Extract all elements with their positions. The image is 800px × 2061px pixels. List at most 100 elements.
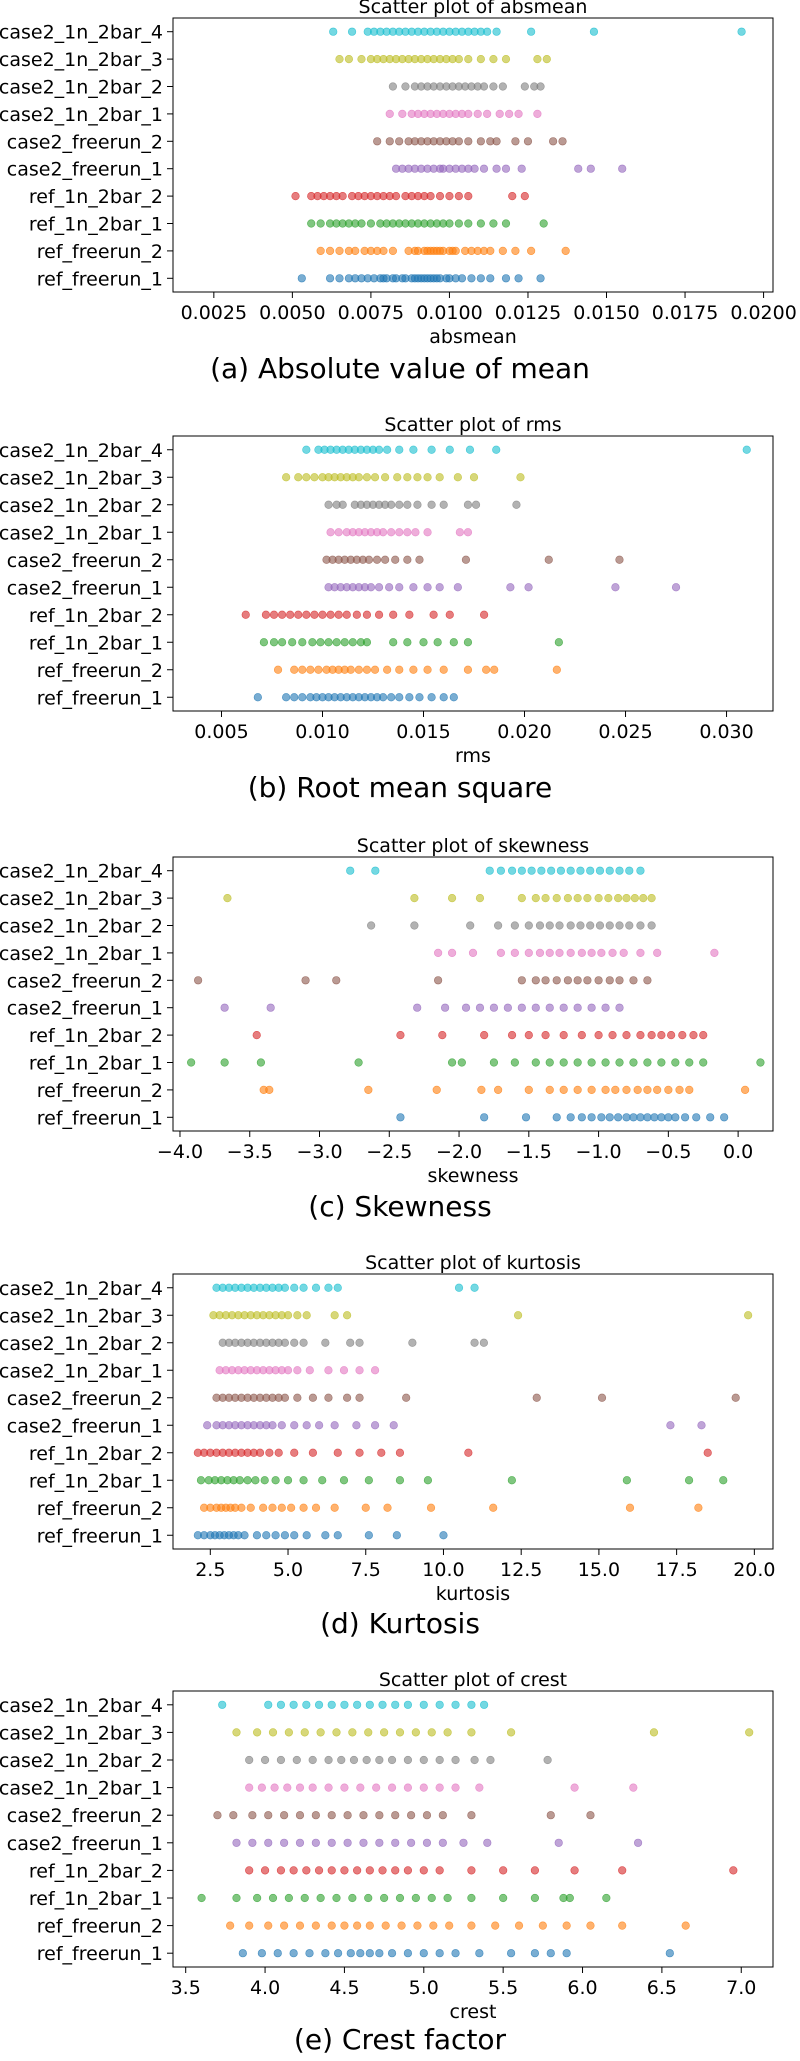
data-point — [187, 1058, 196, 1067]
data-point — [282, 473, 291, 482]
data-point — [388, 246, 397, 255]
data-point — [280, 1531, 290, 1540]
data-point — [265, 1085, 274, 1094]
data-point — [435, 1783, 444, 1792]
y-tick-label: ref_1n_2bar_2 — [29, 1025, 163, 1047]
data-point — [256, 1058, 266, 1067]
data-point — [552, 665, 561, 674]
data-point — [468, 948, 478, 958]
y-tick-label: ref_freerun_1 — [37, 687, 163, 709]
data-point — [573, 1058, 582, 1067]
data-point — [343, 1811, 352, 1820]
data-point — [636, 1113, 645, 1122]
data-point — [622, 1030, 631, 1040]
data-point — [657, 1113, 666, 1122]
data-point — [391, 1700, 400, 1709]
data-point — [391, 1866, 400, 1875]
data-point — [530, 1949, 540, 1958]
data-point — [483, 109, 492, 118]
data-point — [346, 1338, 355, 1347]
data-point — [332, 976, 341, 985]
data-point — [415, 555, 424, 564]
data-point — [302, 1700, 311, 1709]
data-point — [664, 1113, 673, 1122]
data-point — [629, 1113, 638, 1122]
data-point — [685, 1058, 694, 1067]
data-point — [514, 274, 523, 283]
data-point — [403, 1783, 413, 1792]
series-case2_1n_2bar_2 — [367, 921, 656, 930]
data-point — [327, 1866, 336, 1875]
data-point — [435, 583, 444, 592]
data-point — [503, 1003, 512, 1012]
data-point — [290, 1531, 299, 1540]
data-point — [439, 500, 448, 509]
data-point — [521, 1113, 531, 1122]
data-point — [290, 1338, 299, 1347]
data-point — [253, 693, 262, 702]
data-point — [307, 219, 316, 228]
data-point — [356, 1949, 365, 1958]
x-tick-label: −3.0 — [296, 1141, 342, 1163]
data-point — [295, 1811, 305, 1820]
data-point — [375, 1949, 384, 1958]
data-point — [530, 1893, 540, 1903]
data-point — [636, 1030, 645, 1040]
y-tick-label: case2_freerun_2 — [7, 970, 163, 992]
data-point — [419, 1866, 428, 1875]
data-point — [463, 665, 473, 674]
y-tick-label: case2_1n_2bar_1 — [0, 104, 163, 126]
data-point — [506, 583, 515, 592]
data-point — [280, 1921, 289, 1930]
data-point — [486, 1755, 495, 1765]
data-point — [365, 1866, 374, 1875]
data-point — [306, 665, 315, 674]
data-point — [232, 1838, 241, 1847]
data-point — [653, 1085, 662, 1094]
data-point — [471, 500, 481, 509]
data-point — [546, 1949, 555, 1958]
data-point — [499, 1893, 508, 1903]
data-point — [586, 1811, 595, 1820]
data-point — [545, 1058, 554, 1067]
data-point — [280, 1838, 289, 1847]
data-point — [464, 54, 473, 64]
data-point — [264, 1811, 273, 1820]
chart-title: Scatter plot of rms — [384, 414, 561, 436]
series-case2_freerun_1 — [203, 1421, 706, 1430]
data-point — [332, 638, 341, 647]
series-case2_1n_2bar_1 — [215, 1366, 380, 1375]
data-point — [614, 893, 623, 903]
data-point — [615, 866, 624, 875]
data-point — [271, 1476, 280, 1485]
data-point — [337, 1755, 346, 1765]
data-point — [348, 1728, 357, 1737]
plot-frame — [172, 17, 774, 293]
data-point — [756, 1058, 765, 1067]
data-point — [595, 921, 605, 930]
data-point — [530, 1866, 540, 1875]
series-ref_freerun_1 — [297, 274, 545, 283]
data-point — [238, 1949, 247, 1958]
data-point — [380, 1728, 389, 1737]
data-point — [371, 866, 380, 875]
data-point — [463, 638, 473, 647]
data-point — [302, 1866, 311, 1875]
data-point — [574, 164, 583, 173]
data-point — [374, 610, 384, 619]
data-point — [536, 274, 545, 283]
data-point — [523, 137, 533, 146]
data-point — [364, 1476, 373, 1485]
data-point — [364, 1893, 373, 1903]
data-point — [197, 1893, 206, 1903]
x-tick-label: 12.5 — [500, 1559, 542, 1581]
data-point — [625, 1503, 635, 1512]
data-point — [555, 948, 564, 958]
data-point — [375, 1838, 384, 1847]
data-point — [324, 1755, 333, 1765]
data-point — [464, 1448, 473, 1457]
data-point — [325, 274, 335, 283]
data-point — [464, 109, 473, 118]
data-point — [694, 1503, 703, 1512]
y-tick-label: case2_freerun_1 — [7, 577, 163, 599]
